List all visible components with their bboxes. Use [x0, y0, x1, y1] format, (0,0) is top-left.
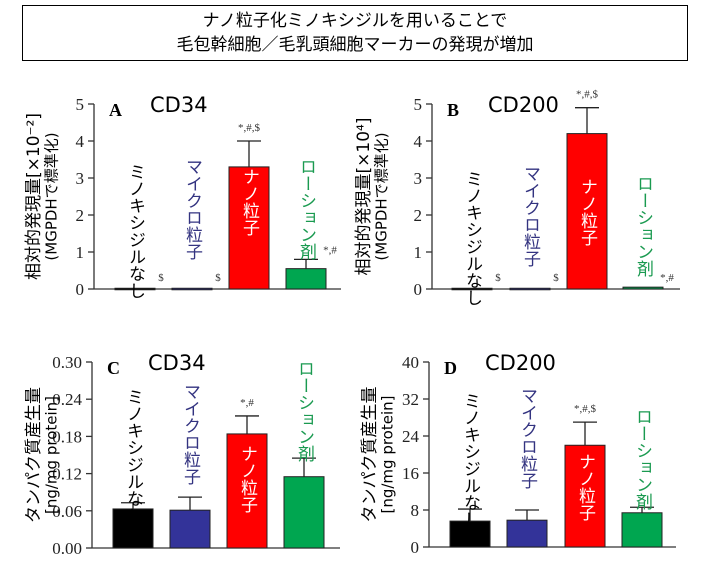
- bar-3: [566, 133, 608, 290]
- category-label: ローション剤: [296, 158, 317, 261]
- y-axis-label: (MGPDHで標準化): [373, 132, 391, 260]
- bar-1: [112, 508, 154, 549]
- y-tick-label: 4: [76, 132, 85, 151]
- bar-4: [283, 476, 325, 549]
- category-label: ナノ粒子: [575, 453, 596, 521]
- y-axis-label: タンパク質産生量: [24, 387, 44, 523]
- panel-D: 0 8 16 24 32 40 D CD200 タンパク質産生量[ng/mg protein] ミ…: [360, 351, 676, 557]
- category-label: ナノ粒子: [237, 445, 258, 513]
- panel-letter: B: [447, 100, 459, 120]
- significance-mark: $: [495, 272, 501, 284]
- bar-3: [564, 444, 606, 548]
- significance-mark: $: [215, 272, 221, 284]
- y-tick-label: 3: [414, 169, 423, 188]
- y-tick-label: 2: [414, 206, 423, 225]
- category-label: マイクロ粒子: [517, 387, 538, 489]
- panel-title: CD34: [150, 93, 208, 117]
- significance-mark: *,#,$: [576, 89, 599, 101]
- significance-mark: *,#: [323, 244, 337, 256]
- bar-4: [285, 268, 327, 290]
- y-axis-label: [ng/mg protein]: [43, 396, 61, 514]
- panel-A: 0 1 2 3 4 5 A CD34 相対的発現量[×10⁻²](MGPDHで標準化) ミノキシジ…: [24, 93, 341, 299]
- bar-2: [171, 287, 213, 291]
- y-tick-label: 0.30: [52, 353, 82, 372]
- category-label: ローション剤: [632, 408, 653, 511]
- y-tick-label: 5: [414, 95, 423, 114]
- panel-letter: A: [109, 100, 122, 120]
- category-label: ローション剤: [294, 360, 315, 463]
- y-tick-label: 24: [402, 427, 420, 446]
- y-tick-label: 1: [76, 243, 85, 262]
- panel-C: 0.00 0.06 0.12 0.18 0.24 0.30 C CD34 タンパク質産生量[ng…: [24, 351, 340, 558]
- category-label: ナノ粒子: [239, 168, 260, 236]
- y-tick-label: 32: [402, 390, 419, 409]
- category-label: マイクロ粒子: [520, 165, 541, 267]
- category-label: ミノキシジルなし: [460, 392, 480, 528]
- y-tick-label: 0: [414, 280, 423, 299]
- category-label: マイクロ粒子: [182, 158, 203, 260]
- significance-mark: *,#,$: [574, 403, 597, 415]
- significance-mark: *,#: [240, 397, 254, 409]
- title-line-1: ナノ粒子化ミノキシジルを用いることで: [202, 11, 508, 31]
- panel-letter: D: [444, 358, 457, 378]
- y-axis-label: 相対的発現量[×10⁴]: [354, 118, 374, 276]
- significance-mark: $: [553, 272, 559, 284]
- y-tick-label: 0.06: [52, 502, 82, 521]
- bar-2: [509, 287, 551, 291]
- title-line-2: 毛包幹細胞／毛乳頭細胞マーカーの発現が増加: [176, 35, 534, 55]
- significance-mark: *,#: [660, 272, 674, 284]
- category-label: ローション剤: [633, 175, 654, 278]
- y-axis-label: 相対的発現量[×10⁻²]: [24, 113, 44, 280]
- panel-letter: C: [107, 358, 120, 378]
- y-axis-label: (MGPDHで標準化): [43, 132, 61, 260]
- bar-3: [226, 433, 268, 549]
- y-axis-label: タンパク質産生量: [360, 387, 380, 523]
- bar-2: [169, 509, 211, 549]
- y-tick-label: 1: [414, 243, 423, 262]
- category-label: ミノキシジルなし: [462, 170, 482, 306]
- y-tick-label: 5: [76, 95, 85, 114]
- panel-B: 0 1 2 3 4 5 B CD200 相対的発現量[×10⁴](MGPDHで標準化) ミノキシジ…: [354, 89, 680, 306]
- y-tick-label: 0: [411, 538, 420, 557]
- category-label: マイクロ粒子: [180, 383, 201, 485]
- y-tick-label: 0.12: [52, 465, 82, 484]
- y-tick-label: 0.24: [52, 390, 82, 409]
- category-label: ミノキシジルなし: [123, 388, 143, 524]
- figure-title-box: ナノ粒子化ミノキシジルを用いることで 毛包幹細胞／毛乳頭細胞マーカーの発現が増加: [22, 5, 688, 61]
- category-label: ミノキシジルなし: [125, 163, 145, 299]
- bar-1: [451, 287, 493, 291]
- bar-4: [622, 286, 664, 290]
- y-tick-label: 8: [411, 501, 420, 520]
- y-tick-label: 4: [414, 132, 423, 151]
- panel-title: CD200: [485, 351, 556, 375]
- panel-title: CD34: [148, 351, 206, 375]
- bar-2: [506, 519, 548, 548]
- panel-title: CD200: [488, 93, 559, 117]
- y-tick-label: 3: [76, 169, 85, 188]
- category-label: ナノ粒子: [577, 178, 598, 246]
- y-tick-label: 0.00: [52, 539, 82, 558]
- y-tick-label: 2: [76, 206, 85, 225]
- bar-1: [114, 287, 156, 291]
- significance-mark: *,#,$: [238, 122, 261, 134]
- y-axis-label: [ng/mg protein]: [379, 395, 397, 513]
- bar-1: [449, 520, 491, 548]
- bar-4: [621, 512, 663, 548]
- bar-3: [228, 166, 270, 290]
- y-tick-label: 0: [76, 280, 85, 299]
- y-tick-label: 0.18: [52, 427, 82, 446]
- y-tick-label: 16: [402, 464, 419, 483]
- significance-mark: $: [158, 272, 164, 284]
- y-tick-label: 40: [402, 353, 419, 372]
